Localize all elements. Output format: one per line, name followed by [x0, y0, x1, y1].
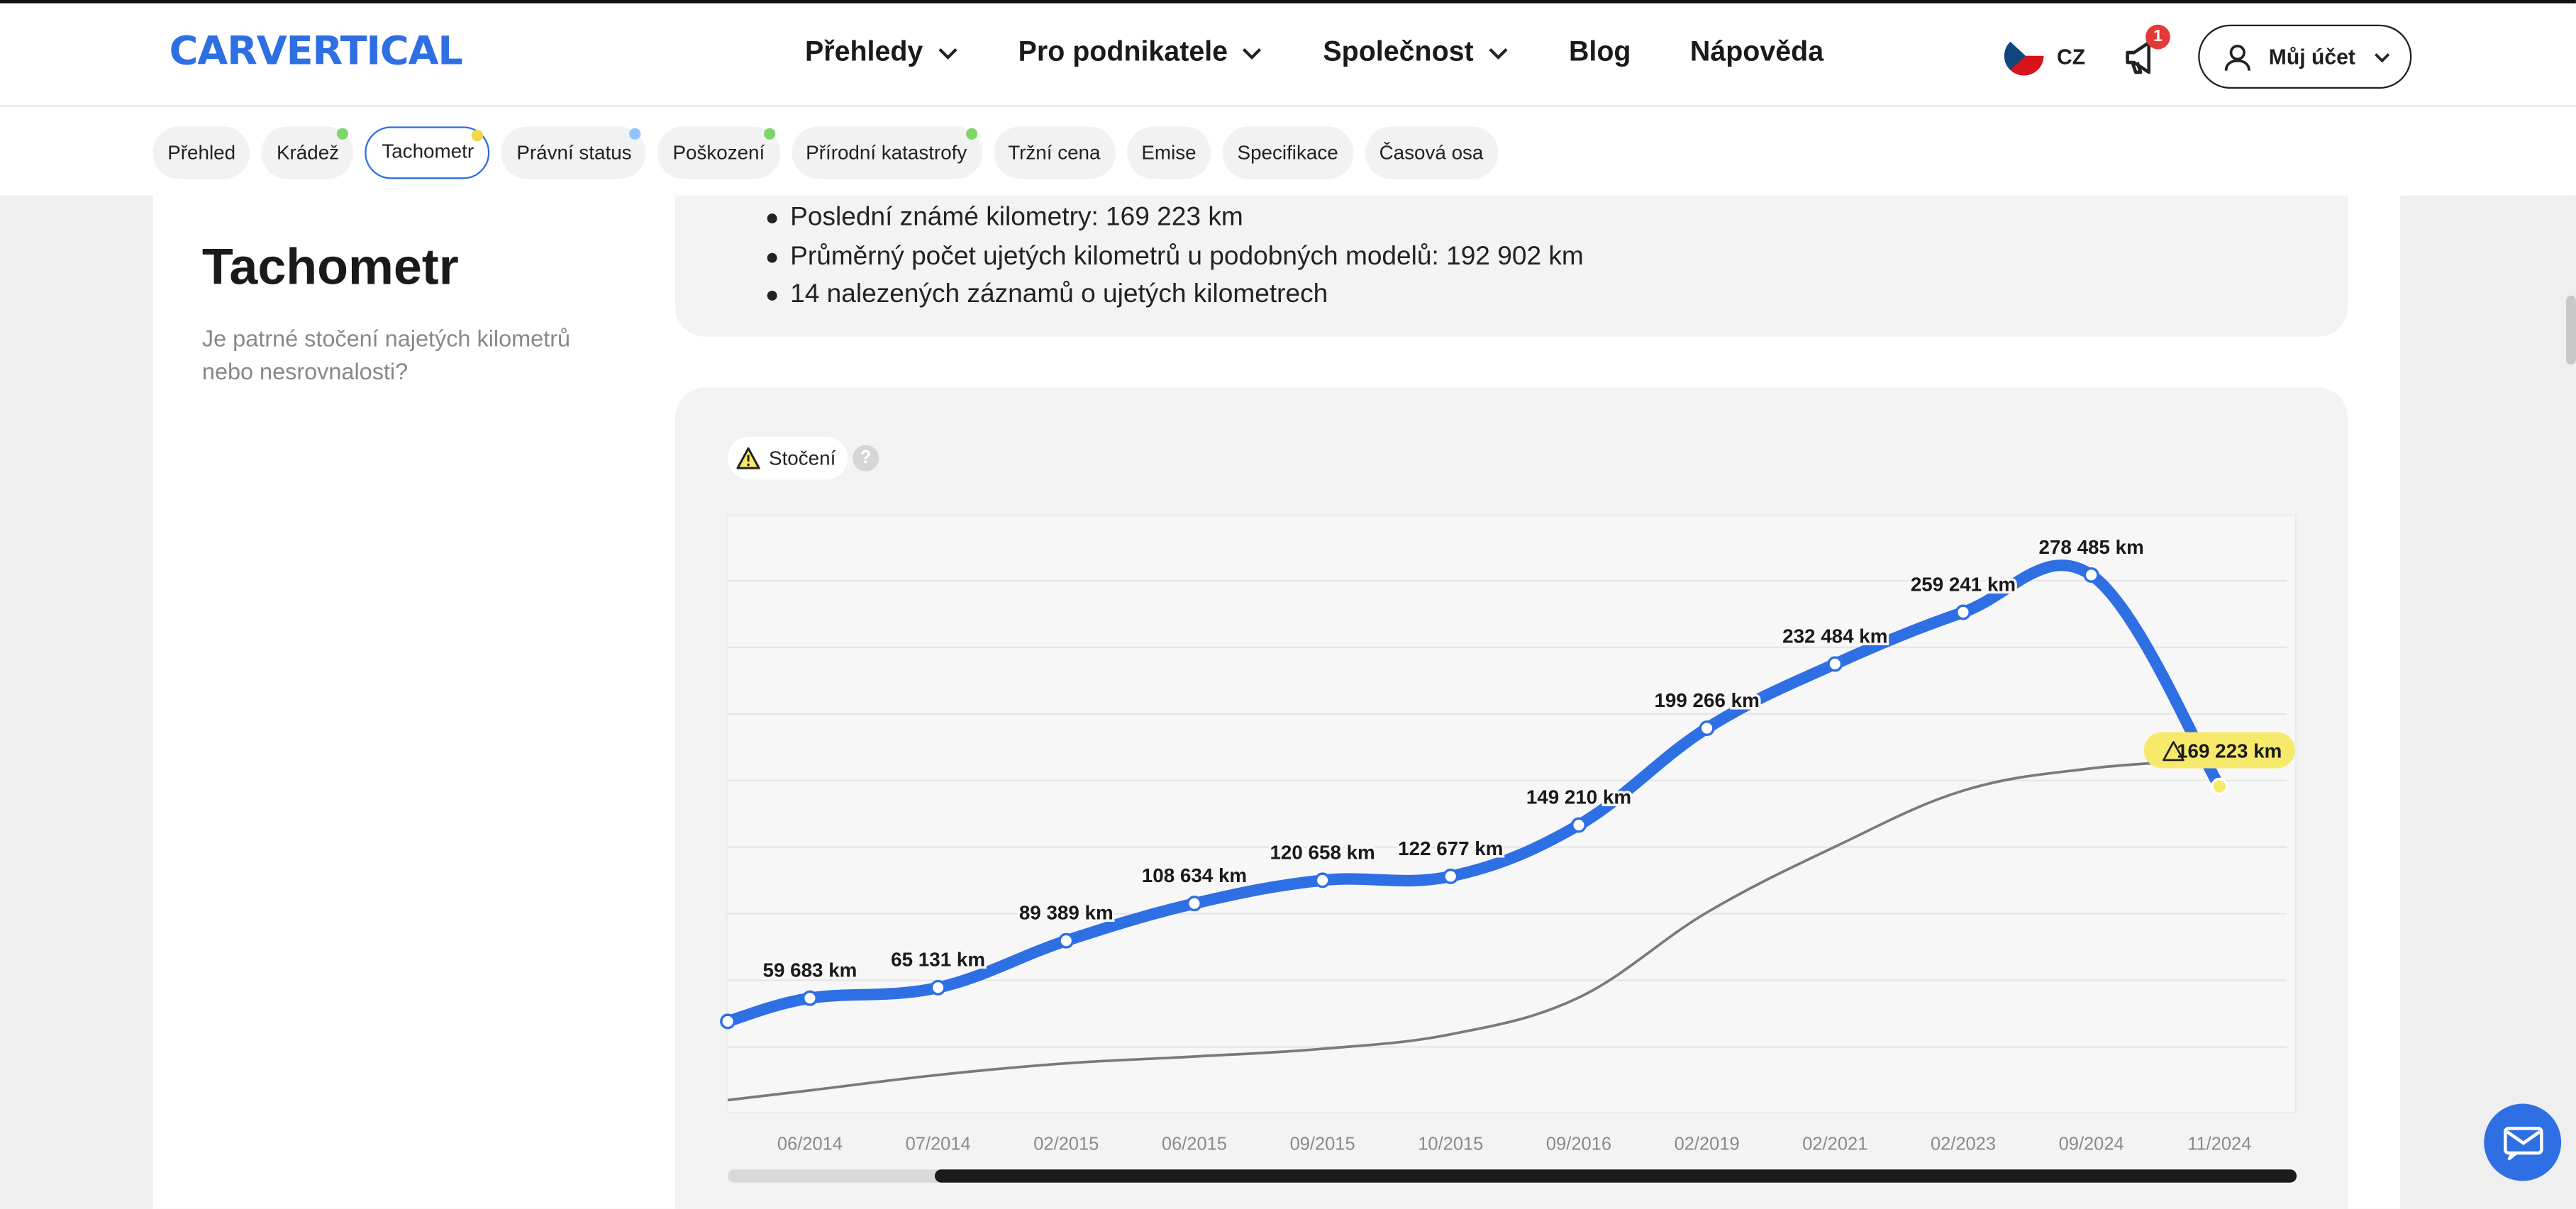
nav-item-0[interactable]: Přehledy: [805, 36, 959, 69]
tab-5[interactable]: Přírodní katastrofy: [791, 126, 982, 179]
language-selector[interactable]: CZ: [2004, 35, 2086, 76]
status-dot: [630, 128, 642, 140]
tab-label: Tržní cena: [1008, 141, 1101, 165]
main-nav: Přehledy Pro podnikatele Společnost Blog Náp…: [805, 36, 1882, 69]
tab-label: Specifikace: [1237, 141, 1338, 165]
tab-3[interactable]: Právní status: [501, 126, 647, 179]
tab-7[interactable]: Emise: [1126, 126, 1211, 179]
warning-icon: [736, 447, 760, 469]
section-subtitle: Je patrné stočení najetých kilometrů neb…: [201, 325, 571, 385]
rollback-alert-label: Stočení: [769, 447, 836, 470]
nav-item-4[interactable]: Nápověda: [1690, 36, 1823, 69]
chevron-down-icon: [2374, 52, 2389, 62]
chat-button[interactable]: [2484, 1103, 2562, 1181]
page-title: Tachometr: [201, 238, 459, 296]
chevron-down-icon: [1243, 48, 1262, 60]
help-icon[interactable]: ?: [853, 445, 879, 472]
nav-item-1[interactable]: Pro podnikatele: [1018, 36, 1264, 69]
chevron-down-icon: [1489, 48, 1508, 60]
tab-8[interactable]: Specifikace: [1222, 126, 1353, 179]
chat-mail-icon: [2502, 1125, 2543, 1160]
tab-label: Poškození: [672, 141, 765, 165]
nav-item-3[interactable]: Blog: [1569, 36, 1631, 69]
language-code: CZ: [2057, 43, 2086, 69]
carvertical-logo[interactable]: CARVERTICAL: [169, 28, 463, 74]
account-button[interactable]: Můj účet: [2198, 24, 2412, 89]
status-dot: [472, 129, 484, 142]
megaphone-icon[interactable]: [2119, 36, 2162, 79]
nav-item-label: Nápověda: [1689, 35, 1824, 67]
tab-6[interactable]: Tržní cena: [993, 126, 1116, 179]
summary-item: Průměrný počet ujetých kilometrů u podob…: [767, 238, 1584, 276]
summary-list: Poslední známé kilometry: 169 223 km Prům…: [767, 199, 1584, 314]
tab-label: Tachometr: [382, 139, 474, 163]
summary-item: 14 nalezených záznamů o ujetých kilometr…: [767, 276, 1584, 314]
tab-label: Přehled: [167, 141, 236, 165]
chevron-down-icon: [938, 48, 957, 60]
tab-9[interactable]: Časová osa: [1364, 126, 1499, 179]
summary-item: Poslední známé kilometry: 169 223 km: [767, 199, 1584, 237]
chart-plot-area: [726, 514, 2297, 1114]
nav-item-label: Přehledy: [804, 35, 923, 67]
rollback-alert-badge: Stočení: [728, 437, 848, 480]
tab-4[interactable]: Poškození: [657, 126, 780, 179]
tab-0[interactable]: Přehled: [152, 126, 250, 179]
chart-scrollbar-thumb[interactable]: [934, 1169, 2297, 1183]
nav-item-label: Společnost: [1323, 35, 1474, 67]
top-navigation-bar: CARVERTICAL Přehledy Pro podnikatele Spole…: [0, 0, 2576, 107]
status-dot: [337, 128, 349, 140]
page-scrollbar-thumb[interactable]: [2566, 295, 2576, 365]
nav-item-2[interactable]: Společnost: [1323, 36, 1509, 69]
report-section-tabs: Přehled Krádež Tachometr Právní status Poško…: [152, 126, 1509, 179]
user-icon: [2224, 43, 2250, 70]
tab-label: Přírodní katastrofy: [806, 141, 967, 165]
notification-count-badge: 1: [2145, 24, 2170, 50]
tab-label: Emise: [1141, 141, 1197, 165]
report-section-tabs-bar: Přehled Krádež Tachometr Právní status Poško…: [0, 106, 2576, 196]
status-dot: [965, 128, 977, 140]
status-dot: [762, 128, 775, 140]
tab-label: Časová osa: [1379, 141, 1484, 165]
tab-label: Právní status: [516, 141, 632, 165]
czech-flag-icon: [2004, 35, 2044, 76]
account-label: Můj účet: [2268, 44, 2355, 69]
tab-1[interactable]: Krádež: [262, 126, 354, 179]
nav-item-label: Pro podnikatele: [1018, 35, 1228, 67]
nav-item-label: Blog: [1568, 35, 1631, 67]
odometer-summary-box: Poslední známé kilometry: 169 223 km Prům…: [674, 195, 2348, 337]
tab-2[interactable]: Tachometr: [365, 126, 491, 179]
tab-label: Krádež: [277, 141, 340, 165]
